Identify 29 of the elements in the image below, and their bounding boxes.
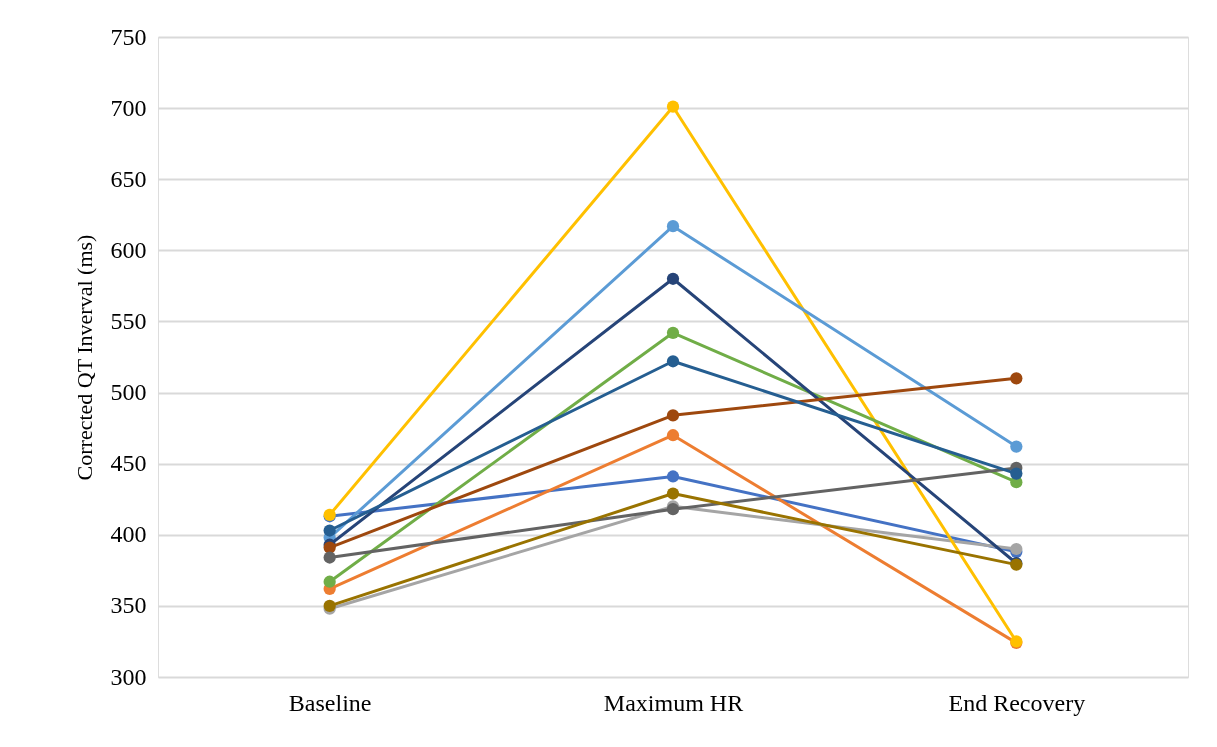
point bbox=[666, 409, 680, 422]
y-tick-label: 300 bbox=[110, 663, 147, 690]
point bbox=[666, 429, 680, 442]
point bbox=[666, 487, 680, 500]
y-tick-label: 550 bbox=[110, 307, 147, 334]
x-tick-label: Maximum HR bbox=[603, 689, 744, 716]
y-tick-label: 450 bbox=[110, 450, 147, 477]
point bbox=[666, 326, 680, 339]
y-tick-label: 650 bbox=[110, 165, 147, 192]
y-axis-title: Corrected QT Inverval (ms) bbox=[71, 234, 97, 481]
y-tick-label: 500 bbox=[110, 379, 147, 406]
point bbox=[666, 470, 680, 483]
y-tick-label: 600 bbox=[110, 236, 147, 263]
point bbox=[666, 272, 680, 285]
point bbox=[323, 575, 336, 588]
y-tick-label: 350 bbox=[110, 592, 147, 619]
point bbox=[666, 355, 680, 368]
y-tick-label: 700 bbox=[110, 94, 147, 121]
point bbox=[1010, 467, 1023, 480]
point bbox=[666, 100, 680, 113]
x-tick-label: Baseline bbox=[288, 689, 372, 716]
point bbox=[666, 220, 680, 233]
x-tick-label: End Recovery bbox=[948, 689, 1086, 716]
point bbox=[1010, 440, 1023, 453]
y-tick-label: 400 bbox=[110, 521, 147, 548]
point bbox=[1010, 372, 1023, 385]
point bbox=[323, 524, 336, 537]
point bbox=[323, 551, 336, 564]
y-tick-label: 750 bbox=[110, 23, 147, 50]
